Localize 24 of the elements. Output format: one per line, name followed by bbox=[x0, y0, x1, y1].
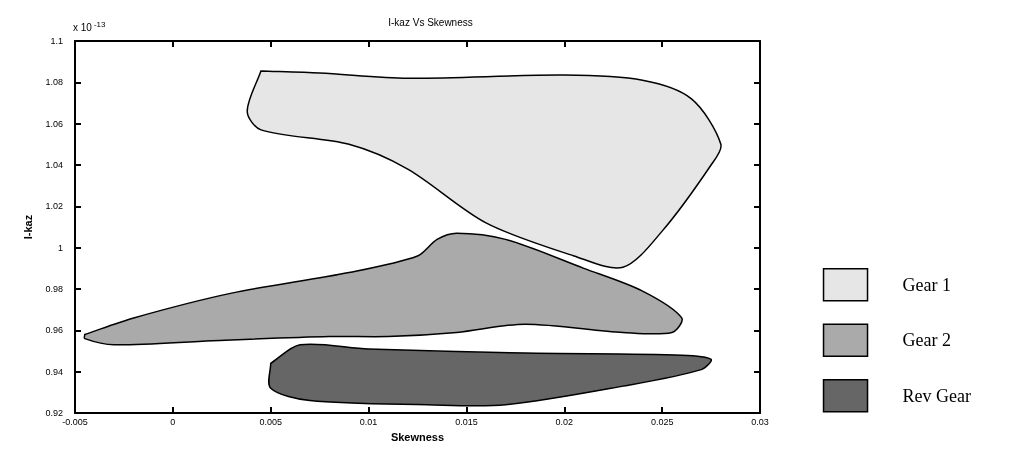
y-tick-label: 1.08 bbox=[45, 77, 63, 88]
x-tick-label: 0.01 bbox=[359, 416, 378, 427]
x-axis-title: Skewness bbox=[390, 430, 445, 443]
x-tick-label: 0.025 bbox=[650, 416, 674, 427]
y-axis-title: I-kaz bbox=[21, 214, 34, 240]
chart-title: I-kaz Vs Skewness bbox=[388, 16, 473, 28]
y-tick-label: 1.1 bbox=[50, 36, 63, 46]
legend-label: Rev Gear bbox=[902, 385, 972, 406]
x-tick-label: 0.03 bbox=[751, 416, 769, 427]
x-tick-label: 0.015 bbox=[455, 416, 478, 427]
y-tick-label: 0.92 bbox=[45, 408, 63, 418]
legend-label: Gear 1 bbox=[902, 274, 952, 295]
y-tick-label: 1.06 bbox=[45, 118, 63, 129]
y-tick-label: 0.94 bbox=[45, 366, 63, 377]
y-tick-label: 0.98 bbox=[45, 284, 63, 294]
legend-label: Gear 2 bbox=[902, 330, 952, 351]
y-tick-label: 0.96 bbox=[45, 325, 63, 336]
y-tick-label: 1.04 bbox=[45, 160, 63, 170]
x-tick-label: -0.005 bbox=[62, 416, 88, 427]
x-tick-label: 0 bbox=[170, 416, 176, 427]
x-tick-label: 0.005 bbox=[259, 416, 282, 427]
y-tick-label: 1.02 bbox=[45, 201, 63, 212]
x-tick-label: 0.02 bbox=[555, 416, 574, 427]
y-tick-label: 1 bbox=[57, 242, 63, 253]
